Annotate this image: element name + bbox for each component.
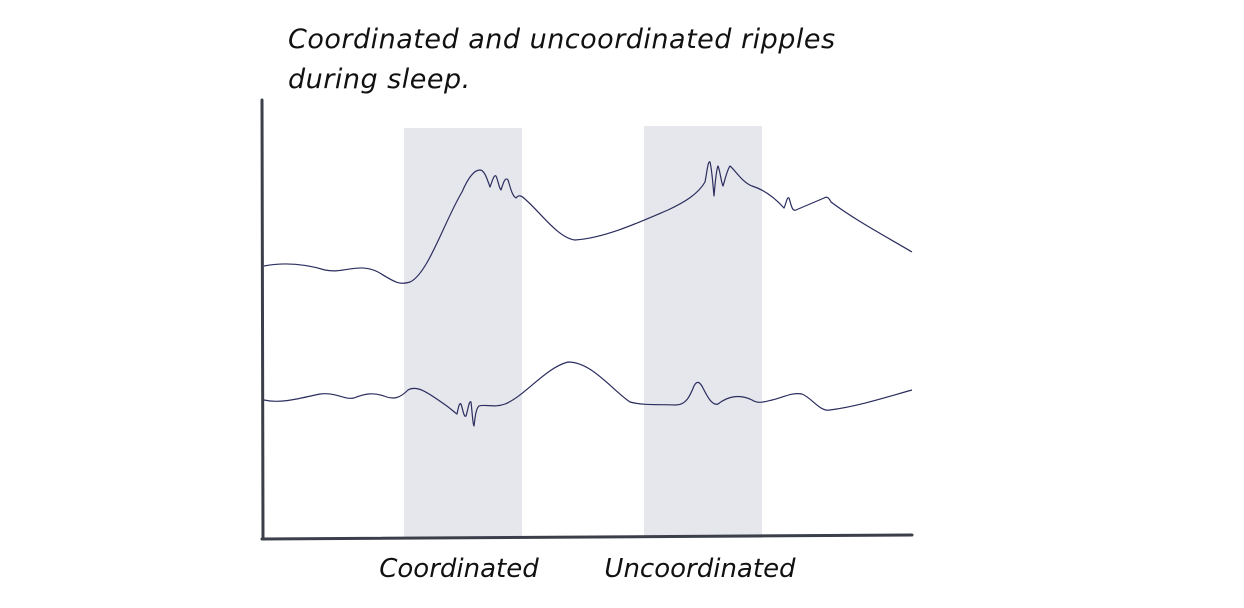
diagram-title: Coordinated and uncoordinated ripples du… [288,20,888,100]
upper-trace [263,161,913,284]
coordinated-window [404,128,522,538]
uncoordinated-label: Uncoordinated [604,554,796,584]
uncoordinated-window [644,126,762,538]
y-axis [260,98,265,541]
x-axis [260,533,914,541]
title-line-2: during sleep. [288,64,471,95]
lower-trace [263,361,913,427]
coordinated-label: Coordinated [379,554,539,584]
title-line-1: Coordinated and uncoordinated ripples [288,24,836,55]
